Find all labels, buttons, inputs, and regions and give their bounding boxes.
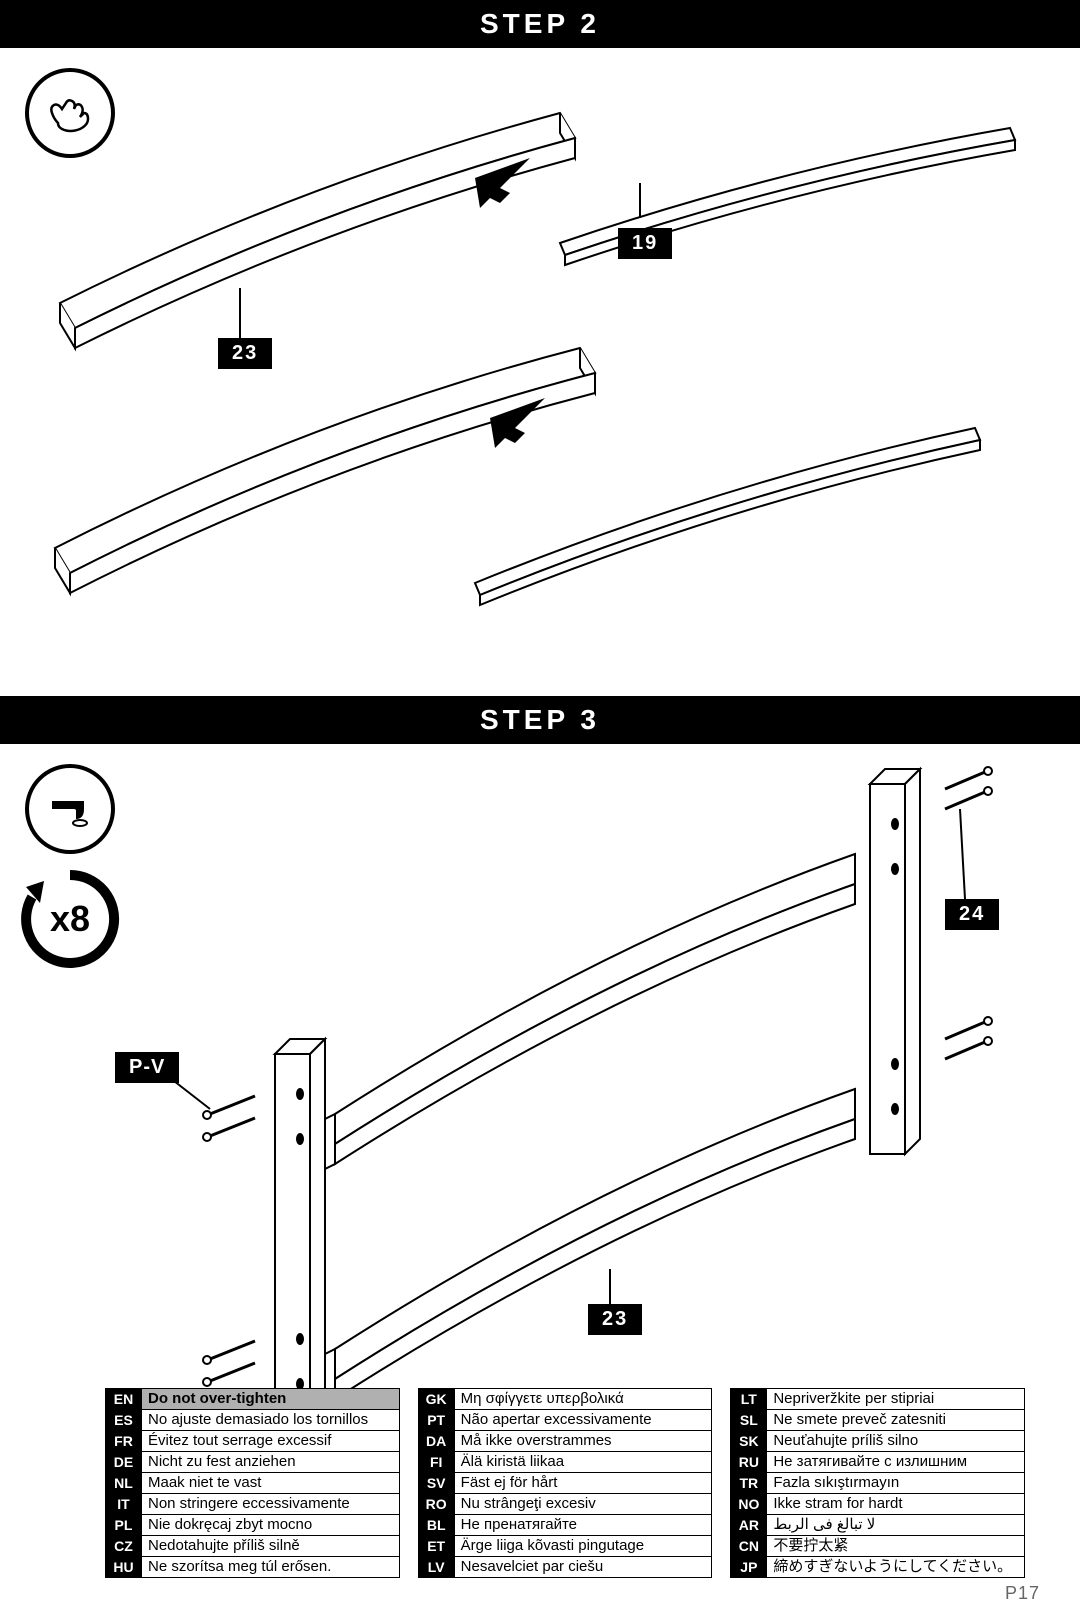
lang-row: FIÄlä kiristä liikaa bbox=[418, 1452, 712, 1473]
lang-text: Ne szorítsa meg túl erősen. bbox=[142, 1557, 400, 1578]
lang-code: ES bbox=[106, 1410, 142, 1431]
lang-text: Μη σφίγγετε υπερβολικά bbox=[454, 1389, 712, 1410]
lang-row: ESNo ajuste demasiado los tornillos bbox=[106, 1410, 400, 1431]
lang-row: DENicht zu fest anziehen bbox=[106, 1452, 400, 1473]
lang-row: CZNedotahujte příliš silně bbox=[106, 1536, 400, 1557]
lang-row: ARلا تبالغ فى الربط bbox=[731, 1515, 1025, 1536]
lang-code: CZ bbox=[106, 1536, 142, 1557]
lang-row: NOIkke stram for hardt bbox=[731, 1494, 1025, 1515]
lang-text: Fäst ej för hårt bbox=[454, 1473, 712, 1494]
lang-row: ENDo not over-tighten bbox=[106, 1389, 400, 1410]
lang-row: DAMå ikke overstrammes bbox=[418, 1431, 712, 1452]
lang-row: PTNão apertar excessivamente bbox=[418, 1410, 712, 1431]
lang-row: SKNeuťahujte príliš silno bbox=[731, 1431, 1025, 1452]
lang-text: Nepriveržkite per stipriai bbox=[767, 1389, 1025, 1410]
lang-code: AR bbox=[731, 1515, 767, 1536]
lang-code: EN bbox=[106, 1389, 142, 1410]
lang-text: Fazla sıkıştırmayın bbox=[767, 1473, 1025, 1494]
lang-row: SLNe smete preveč zatesniti bbox=[731, 1410, 1025, 1431]
lang-code: DA bbox=[418, 1431, 454, 1452]
lang-text: Не пренатягайте bbox=[454, 1515, 712, 1536]
lang-text: No ajuste demasiado los tornillos bbox=[142, 1410, 400, 1431]
lang-row: BLНе пренатягайте bbox=[418, 1515, 712, 1536]
lang-code: SV bbox=[418, 1473, 454, 1494]
lang-row: HUNe szorítsa meg túl erősen. bbox=[106, 1557, 400, 1578]
lang-row: GKΜη σφίγγετε υπερβολικά bbox=[418, 1389, 712, 1410]
lang-col-2: GKΜη σφίγγετε υπερβολικάPTNão apertar ex… bbox=[418, 1388, 713, 1578]
lang-code: SK bbox=[731, 1431, 767, 1452]
lang-code: FR bbox=[106, 1431, 142, 1452]
lang-text: Do not over-tighten bbox=[142, 1389, 400, 1410]
page-number: P17 bbox=[1005, 1583, 1040, 1604]
label-23-b: 23 bbox=[588, 1304, 642, 1335]
lang-text: لا تبالغ فى الربط bbox=[767, 1515, 1025, 1536]
lang-row: RONu strângeţi excesiv bbox=[418, 1494, 712, 1515]
lang-code: NL bbox=[106, 1473, 142, 1494]
step2-diagram-area: 23 19 bbox=[0, 48, 1080, 696]
lang-code: NO bbox=[731, 1494, 767, 1515]
lang-text: Må ikke overstrammes bbox=[454, 1431, 712, 1452]
lang-code: SL bbox=[731, 1410, 767, 1431]
lang-code: RU bbox=[731, 1452, 767, 1473]
lang-row: LVNesavelciet par ciešu bbox=[418, 1557, 712, 1578]
lang-code: DE bbox=[106, 1452, 142, 1473]
lang-text: Nie dokręcaj zbyt mocno bbox=[142, 1515, 400, 1536]
step3-header: STEP 3 bbox=[0, 696, 1080, 744]
lang-row: PLNie dokręcaj zbyt mocno bbox=[106, 1515, 400, 1536]
lang-text: Ärge liiga kõvasti pingutage bbox=[454, 1536, 712, 1557]
lang-row: ITNon stringere eccessivamente bbox=[106, 1494, 400, 1515]
lang-code: GK bbox=[418, 1389, 454, 1410]
lang-row: TRFazla sıkıştırmayın bbox=[731, 1473, 1025, 1494]
lang-text: Nesavelciet par ciešu bbox=[454, 1557, 712, 1578]
lang-text: Non stringere eccessivamente bbox=[142, 1494, 400, 1515]
lang-text: Maak niet te vast bbox=[142, 1473, 400, 1494]
step2-header: STEP 2 bbox=[0, 0, 1080, 48]
lang-text: Não apertar excessivamente bbox=[454, 1410, 712, 1431]
lang-code: ET bbox=[418, 1536, 454, 1557]
lang-text: Ikke stram for hardt bbox=[767, 1494, 1025, 1515]
lang-col-1: ENDo not over-tightenESNo ajuste demasia… bbox=[105, 1388, 400, 1578]
lang-code: IT bbox=[106, 1494, 142, 1515]
label-19: 19 bbox=[618, 228, 672, 259]
lang-row: NLMaak niet te vast bbox=[106, 1473, 400, 1494]
lang-code: TR bbox=[731, 1473, 767, 1494]
step3-diagram-area: x8 bbox=[0, 744, 1080, 1464]
lang-row: LTNepriveržkite per stipriai bbox=[731, 1389, 1025, 1410]
lang-row: FRÉvitez tout serrage excessif bbox=[106, 1431, 400, 1452]
lang-code: JP bbox=[731, 1557, 767, 1578]
lang-code: CN bbox=[731, 1536, 767, 1557]
lang-text: Не затягивайте с излишним bbox=[767, 1452, 1025, 1473]
label-23: 23 bbox=[218, 338, 272, 369]
lang-code: LV bbox=[418, 1557, 454, 1578]
lang-text: Ne smete preveč zatesniti bbox=[767, 1410, 1025, 1431]
lang-text: Nicht zu fest anziehen bbox=[142, 1452, 400, 1473]
lang-col-3: LTNepriveržkite per stipriaiSLNe smete p… bbox=[730, 1388, 1025, 1578]
lang-row: RUНе затягивайте с излишним bbox=[731, 1452, 1025, 1473]
lang-text: Évitez tout serrage excessif bbox=[142, 1431, 400, 1452]
lang-code: BL bbox=[418, 1515, 454, 1536]
lang-code: HU bbox=[106, 1557, 142, 1578]
lang-code: PT bbox=[418, 1410, 454, 1431]
lang-code: FI bbox=[418, 1452, 454, 1473]
lang-code: LT bbox=[731, 1389, 767, 1410]
lang-row: CN不要拧太紧 bbox=[731, 1536, 1025, 1557]
lang-row: JP締めすぎないようにしてください。 bbox=[731, 1557, 1025, 1578]
step2-diagram bbox=[0, 48, 1080, 696]
lang-text: Nedotahujte příliš silně bbox=[142, 1536, 400, 1557]
lang-code: RO bbox=[418, 1494, 454, 1515]
language-table: ENDo not over-tightenESNo ajuste demasia… bbox=[105, 1388, 1025, 1578]
lang-row: SVFäst ej för hårt bbox=[418, 1473, 712, 1494]
lang-text: Nu strângeţi excesiv bbox=[454, 1494, 712, 1515]
lang-code: PL bbox=[106, 1515, 142, 1536]
lang-text: 締めすぎないようにしてください。 bbox=[767, 1557, 1025, 1578]
step3-diagram bbox=[0, 744, 1080, 1464]
label-24: 24 bbox=[945, 899, 999, 930]
lang-text: Älä kiristä liikaa bbox=[454, 1452, 712, 1473]
label-pv: P-V bbox=[115, 1052, 179, 1083]
lang-row: ETÄrge liiga kõvasti pingutage bbox=[418, 1536, 712, 1557]
lang-text: Neuťahujte príliš silno bbox=[767, 1431, 1025, 1452]
lang-text: 不要拧太紧 bbox=[767, 1536, 1025, 1557]
